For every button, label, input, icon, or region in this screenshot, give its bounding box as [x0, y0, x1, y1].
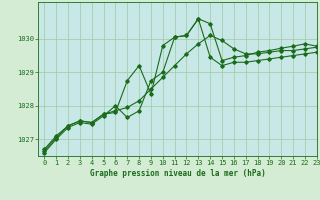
X-axis label: Graphe pression niveau de la mer (hPa): Graphe pression niveau de la mer (hPa)	[90, 169, 266, 178]
